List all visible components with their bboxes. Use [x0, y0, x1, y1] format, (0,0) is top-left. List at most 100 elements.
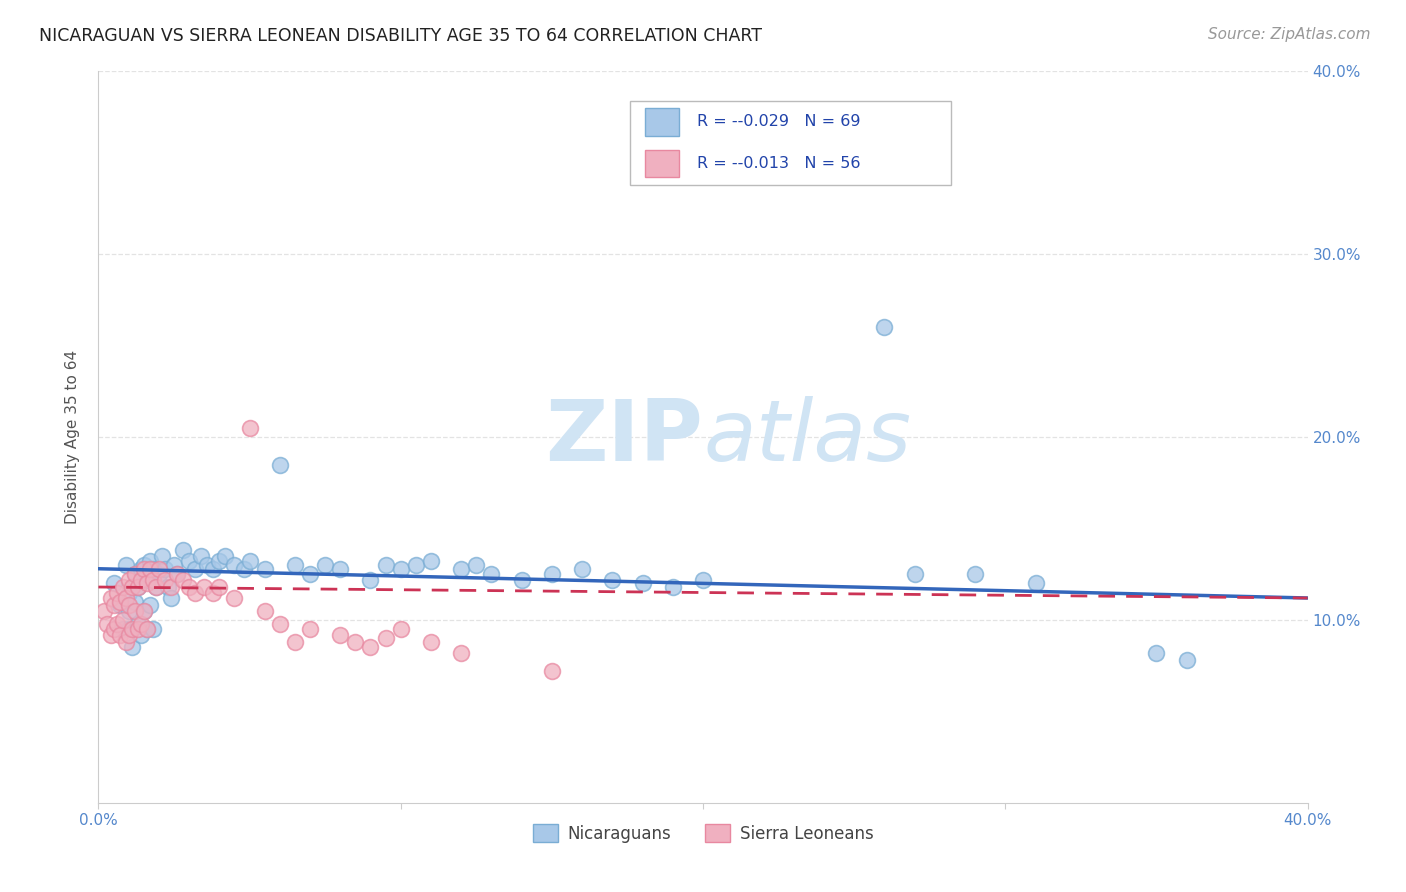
- Point: [121, 580, 143, 594]
- Point: [172, 573, 194, 587]
- Point: [132, 562, 155, 576]
- Point: [132, 558, 155, 573]
- Point: [103, 599, 125, 613]
- Point: [965, 567, 987, 582]
- Point: [118, 627, 141, 641]
- Point: [166, 567, 188, 582]
- Point: [253, 562, 276, 576]
- Point: [253, 604, 276, 618]
- Point: [114, 635, 136, 649]
- Point: [135, 573, 157, 587]
- Point: [96, 616, 118, 631]
- Point: [269, 458, 291, 472]
- Legend: Nicaraguans, Sierra Leoneans: Nicaraguans, Sierra Leoneans: [526, 818, 880, 849]
- Point: [202, 585, 225, 599]
- Point: [139, 599, 162, 613]
- Point: [540, 664, 562, 678]
- Point: [148, 567, 170, 582]
- Point: [1175, 653, 1198, 667]
- Point: [450, 646, 472, 660]
- Point: [108, 599, 131, 613]
- Point: [389, 562, 412, 576]
- Point: [224, 591, 246, 605]
- Point: [153, 573, 176, 587]
- Point: [124, 567, 146, 582]
- Point: [111, 613, 134, 627]
- Point: [121, 640, 143, 655]
- Point: [100, 591, 122, 605]
- Point: [329, 627, 352, 641]
- Point: [121, 622, 143, 636]
- Point: [360, 640, 382, 655]
- Point: [873, 320, 896, 334]
- Point: [465, 558, 488, 573]
- Point: [156, 580, 179, 594]
- Point: [374, 558, 396, 573]
- Point: [202, 562, 225, 576]
- Point: [132, 604, 155, 618]
- Point: [214, 549, 236, 563]
- Point: [132, 604, 155, 618]
- Point: [661, 580, 683, 594]
- Point: [420, 635, 443, 649]
- Point: [224, 558, 246, 573]
- Point: [389, 622, 412, 636]
- Point: [179, 554, 201, 568]
- Point: [135, 622, 157, 636]
- Point: [135, 576, 157, 591]
- Bar: [645, 150, 679, 178]
- Point: [571, 562, 593, 576]
- Point: [232, 562, 254, 576]
- Point: [105, 616, 128, 631]
- Text: R = --0.029   N = 69: R = --0.029 N = 69: [697, 114, 860, 129]
- Point: [160, 580, 183, 594]
- Point: [118, 599, 141, 613]
- Point: [118, 573, 141, 587]
- Point: [103, 622, 125, 636]
- Text: Source: ZipAtlas.com: Source: ZipAtlas.com: [1208, 27, 1371, 42]
- Point: [299, 622, 322, 636]
- Point: [100, 627, 122, 641]
- Point: [127, 580, 149, 594]
- Point: [142, 622, 165, 636]
- Point: [510, 573, 533, 587]
- Point: [208, 580, 231, 594]
- Point: [124, 567, 146, 582]
- Point: [129, 627, 152, 641]
- Point: [420, 554, 443, 568]
- Point: [692, 573, 714, 587]
- Point: [184, 585, 207, 599]
- Point: [129, 573, 152, 587]
- Point: [1144, 646, 1167, 660]
- Point: [150, 549, 173, 563]
- Point: [103, 576, 125, 591]
- Point: [118, 622, 141, 636]
- Point: [208, 554, 231, 568]
- Point: [481, 567, 503, 582]
- Point: [269, 616, 291, 631]
- Point: [239, 421, 262, 435]
- Text: NICARAGUAN VS SIERRA LEONEAN DISABILITY AGE 35 TO 64 CORRELATION CHART: NICARAGUAN VS SIERRA LEONEAN DISABILITY …: [39, 27, 762, 45]
- Point: [405, 558, 427, 573]
- Point: [135, 622, 157, 636]
- Point: [813, 156, 835, 170]
- Point: [129, 562, 152, 576]
- Point: [118, 585, 141, 599]
- Point: [142, 562, 165, 576]
- Point: [160, 591, 183, 605]
- Point: [145, 580, 167, 594]
- Y-axis label: Disability Age 35 to 64: Disability Age 35 to 64: [65, 350, 80, 524]
- Point: [374, 632, 396, 646]
- Point: [344, 635, 367, 649]
- Point: [111, 580, 134, 594]
- Text: atlas: atlas: [703, 395, 911, 479]
- Point: [111, 622, 134, 636]
- Point: [139, 562, 162, 576]
- Bar: [630, 101, 950, 185]
- Point: [1024, 576, 1046, 591]
- Point: [127, 622, 149, 636]
- Point: [108, 627, 131, 641]
- Point: [127, 616, 149, 631]
- Point: [184, 562, 207, 576]
- Bar: [645, 108, 679, 136]
